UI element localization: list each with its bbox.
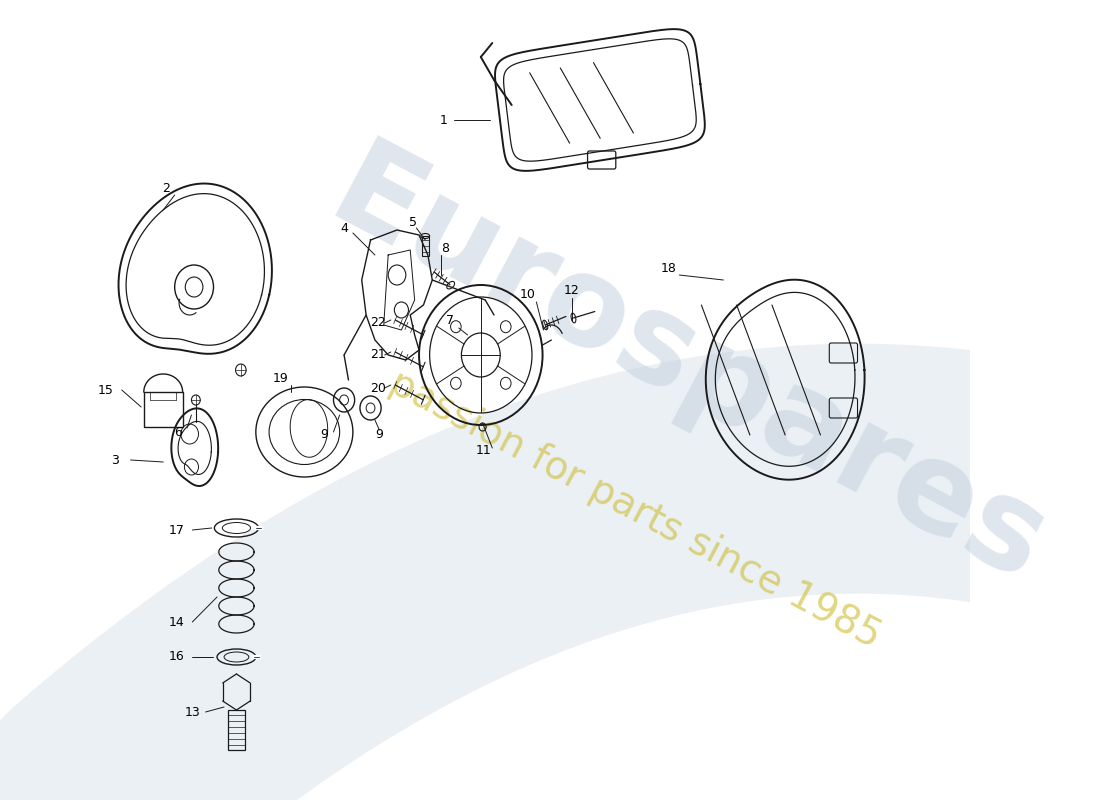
Text: 17: 17 bbox=[168, 523, 185, 537]
Text: 13: 13 bbox=[185, 706, 200, 718]
Text: 11: 11 bbox=[475, 443, 492, 457]
Text: 8: 8 bbox=[441, 242, 449, 254]
Text: passion for parts since 1985: passion for parts since 1985 bbox=[383, 364, 888, 656]
Text: 19: 19 bbox=[273, 371, 288, 385]
Text: 15: 15 bbox=[98, 383, 113, 397]
Text: 2: 2 bbox=[162, 182, 169, 194]
Text: 6: 6 bbox=[174, 426, 183, 438]
Text: 22: 22 bbox=[370, 317, 385, 330]
Text: Eurospares: Eurospares bbox=[310, 131, 1066, 609]
Text: 16: 16 bbox=[168, 650, 185, 663]
Text: 12: 12 bbox=[564, 283, 580, 297]
Text: 9: 9 bbox=[321, 429, 329, 442]
Text: 21: 21 bbox=[370, 349, 385, 362]
Text: 1: 1 bbox=[440, 114, 448, 126]
Text: 3: 3 bbox=[111, 454, 119, 466]
Text: 10: 10 bbox=[519, 289, 536, 302]
Text: 18: 18 bbox=[661, 262, 676, 274]
Text: 4: 4 bbox=[340, 222, 348, 234]
Text: 14: 14 bbox=[168, 615, 185, 629]
Text: 9: 9 bbox=[375, 429, 383, 442]
Text: 7: 7 bbox=[446, 314, 454, 326]
Text: 5: 5 bbox=[409, 215, 417, 229]
Text: 20: 20 bbox=[370, 382, 385, 394]
